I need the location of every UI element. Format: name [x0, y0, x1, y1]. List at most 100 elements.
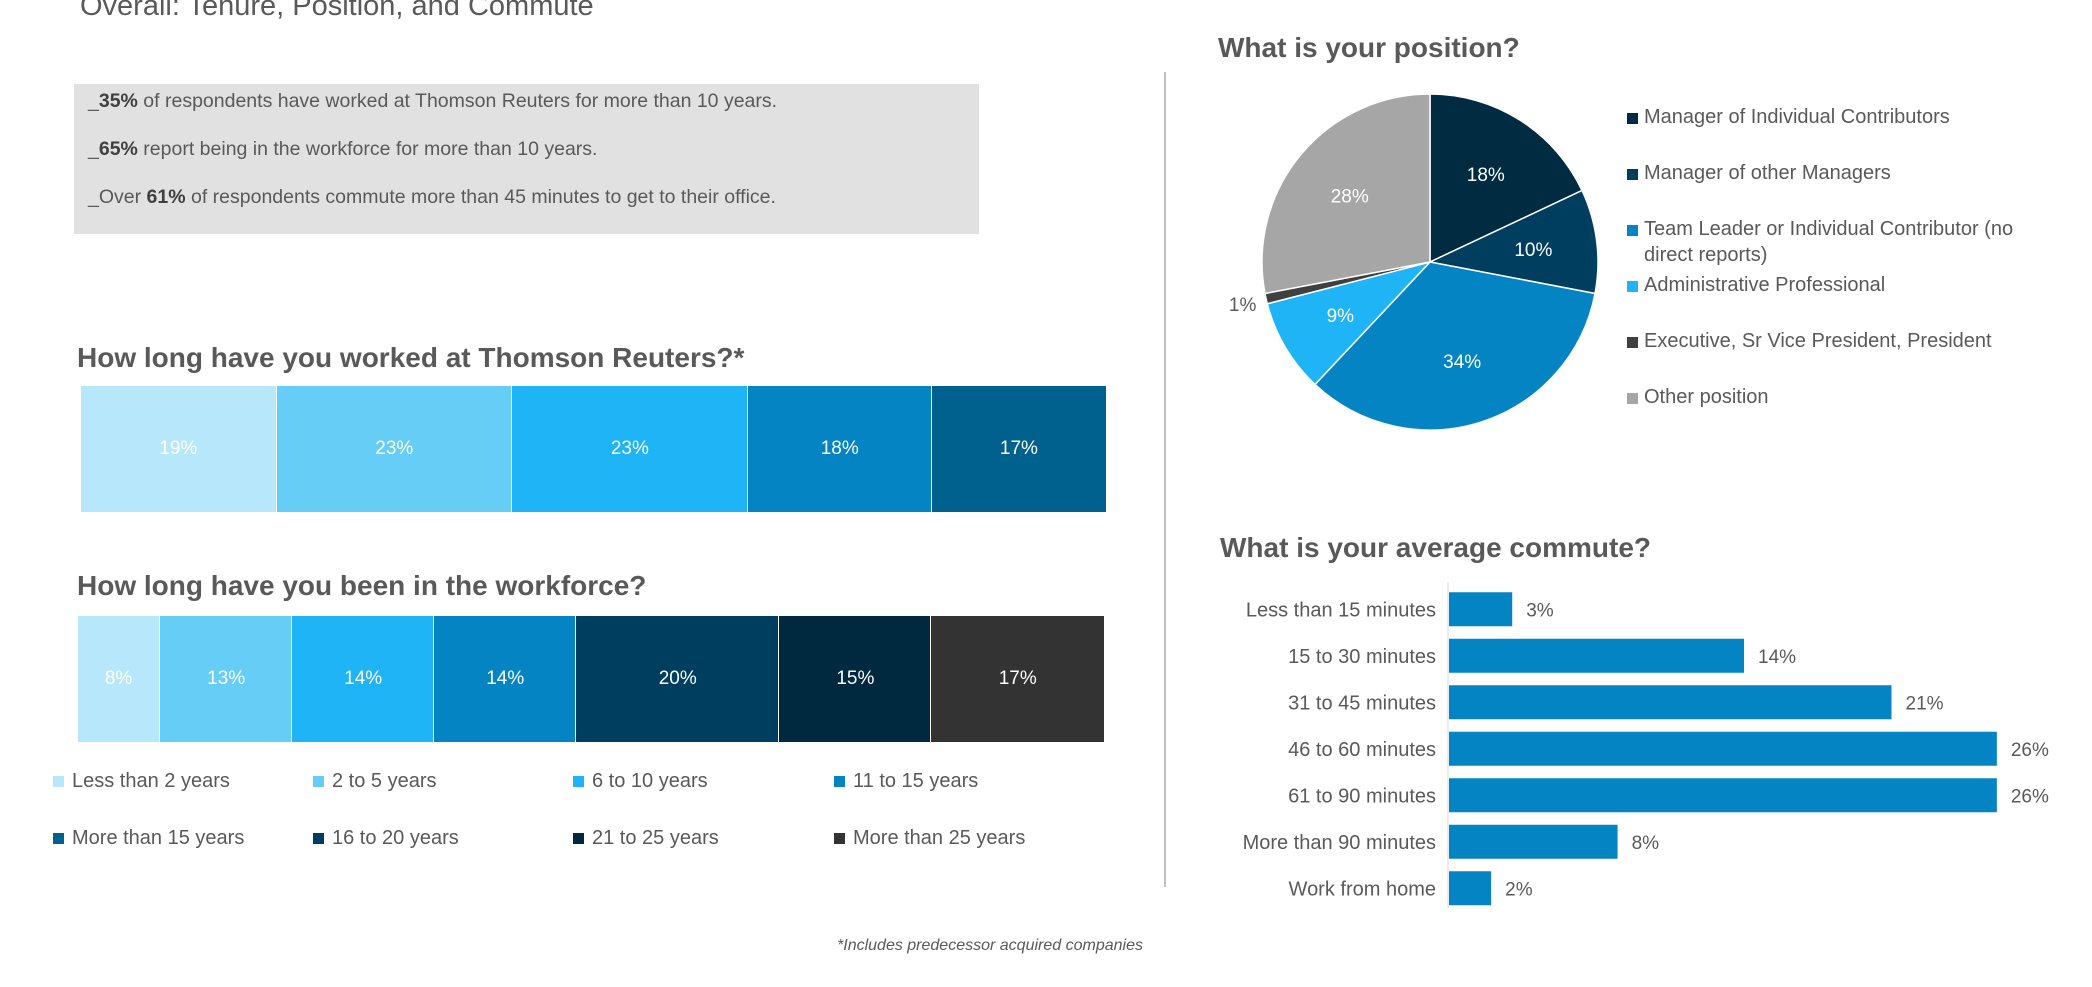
data-label: 18%	[820, 438, 859, 459]
legend-label: More than 15 years	[72, 827, 245, 849]
data-label: 14%	[486, 668, 525, 689]
legend-label: Executive, Sr Vice President, President	[1644, 330, 1992, 352]
summary-line: _35% of respondents have worked at Thoms…	[88, 90, 777, 113]
legend-swatch	[1627, 337, 1638, 348]
data-label: 15%	[836, 668, 875, 689]
legend-swatch	[834, 776, 845, 787]
category-label: 15 to 30 minutes	[1288, 646, 1436, 668]
data-label: 3%	[1526, 600, 1554, 621]
bar-segment: 17%	[930, 616, 1104, 742]
pie-data-label: 18%	[1467, 165, 1505, 186]
pie-data-label: 9%	[1327, 306, 1355, 327]
pie-legend-item: Administrative Professional	[1627, 272, 2047, 298]
category-label: 61 to 90 minutes	[1288, 785, 1436, 807]
legend-swatch	[313, 833, 324, 844]
legend-item: Less than 2 years	[53, 770, 230, 793]
pie-legend-item: Manager of other Managers	[1627, 160, 2047, 186]
legend-label: Less than 2 years	[72, 770, 230, 792]
pie-legend-item: Executive, Sr Vice President, President	[1627, 328, 2047, 354]
bar-segment: 15%	[778, 616, 932, 742]
bar-segment: 18%	[746, 386, 932, 512]
legend-label: 16 to 20 years	[332, 827, 459, 849]
bar-segment: 13%	[159, 616, 293, 742]
legend-label: Team Leader or Individual Contributor (n…	[1644, 218, 2014, 266]
data-label: 8%	[104, 668, 133, 689]
footnote: *Includes predecessor acquired companies	[837, 937, 1143, 954]
data-label: 26%	[2011, 740, 2049, 761]
legend-item: 2 to 5 years	[313, 770, 437, 793]
bar-segment: 14%	[291, 616, 435, 742]
legend-swatch	[573, 776, 584, 787]
summary-highlight: 35%	[98, 90, 138, 112]
data-label: 13%	[207, 668, 246, 689]
commute-bar	[1449, 824, 1618, 859]
data-label: 26%	[2011, 786, 2049, 807]
summary-box: _35% of respondents have worked at Thoms…	[74, 84, 979, 234]
data-label: 17%	[998, 668, 1037, 689]
data-label: 19%	[159, 438, 198, 459]
legend-swatch	[313, 776, 324, 787]
commute-bar	[1449, 638, 1744, 673]
legend-label: Administrative Professional	[1644, 274, 1886, 296]
pie-legend-item: Team Leader or Individual Contributor (n…	[1627, 216, 2047, 268]
commute-bar	[1449, 731, 1997, 766]
legend-swatch	[834, 833, 845, 844]
vertical-divider	[1164, 72, 1166, 887]
position-pie-chart: 18% 10% 34% 9% 1% 28%	[1229, 93, 1599, 431]
pie-slice	[1313, 261, 1596, 431]
data-label: 14%	[344, 668, 383, 689]
commute-bar-chart: Less than 15 minutes 3% 15 to 30 minutes 14…	[1243, 582, 2049, 908]
legend-item: More than 15 years	[53, 827, 244, 850]
bar-segment: 20%	[575, 616, 780, 742]
bar-segment: 19%	[81, 386, 276, 512]
summary-text: of respondents have worked at Thomson Re…	[137, 90, 778, 112]
legend-item: 21 to 25 years	[573, 827, 719, 850]
summary-lead: _	[88, 138, 99, 160]
category-label: 31 to 45 minutes	[1288, 692, 1436, 714]
legend-item: 11 to 15 years	[834, 770, 978, 793]
legend-label: Other position	[1644, 386, 1769, 408]
summary-line: _Over 61% of respondents commute more th…	[88, 186, 776, 209]
tenure-stacked-bar: 19% 23% 23% 18% 17%	[81, 386, 1106, 512]
legend-swatch	[1627, 393, 1638, 404]
data-label: 21%	[1906, 693, 1944, 714]
legend-swatch	[1627, 281, 1638, 292]
data-label: 8%	[1632, 833, 1660, 854]
category-label: 46 to 60 minutes	[1288, 739, 1436, 761]
summary-highlight: 65%	[98, 138, 138, 160]
workforce-stacked-bar: 8% 13% 14% 14% 20% 15% 17%	[78, 616, 1104, 742]
pie-slice	[1429, 93, 1584, 264]
summary-highlight: 61%	[146, 186, 186, 208]
legend-swatch	[53, 776, 64, 787]
pie-data-label: 34%	[1443, 352, 1481, 373]
summary-text: of respondents commute more than 45 minu…	[185, 186, 776, 208]
legend-swatch	[1627, 169, 1638, 180]
commute-bar	[1449, 871, 1492, 906]
legend-label: 2 to 5 years	[332, 770, 437, 792]
pie-legend-item: Manager of Individual Contributors	[1627, 104, 2047, 130]
legend-swatch	[53, 833, 64, 844]
summary-line: _65% report being in the workforce for m…	[88, 138, 597, 161]
legend-item: 16 to 20 years	[313, 827, 459, 850]
pie-data-label: 28%	[1331, 187, 1369, 208]
commute-bar	[1449, 685, 1892, 720]
bar-segment: 17%	[930, 386, 1106, 512]
category-label: More than 90 minutes	[1243, 832, 1436, 854]
summary-lead: _	[88, 90, 99, 112]
category-label: Less than 15 minutes	[1246, 599, 1436, 621]
data-label: 14%	[1758, 647, 1796, 668]
bar-segment: 8%	[78, 616, 160, 742]
commute-bar	[1449, 592, 1513, 627]
position-chart-title: What is your position?	[1218, 32, 1520, 63]
tenure-chart-title: How long have you worked at Thomson Reut…	[77, 342, 745, 373]
bar-segment: 23%	[275, 386, 513, 512]
summary-text: report being in the workforce for more t…	[137, 138, 598, 160]
legend-item: 6 to 10 years	[573, 770, 708, 793]
workforce-chart-title: How long have you been in the workforce?	[77, 570, 647, 601]
legend-item: More than 25 years	[834, 827, 1025, 850]
summary-lead: _Over	[88, 186, 147, 208]
pie-data-label: 10%	[1514, 240, 1552, 261]
legend-label: 6 to 10 years	[592, 770, 708, 792]
legend-label: Manager of Individual Contributors	[1644, 106, 1950, 128]
legend-swatch	[1627, 225, 1638, 236]
